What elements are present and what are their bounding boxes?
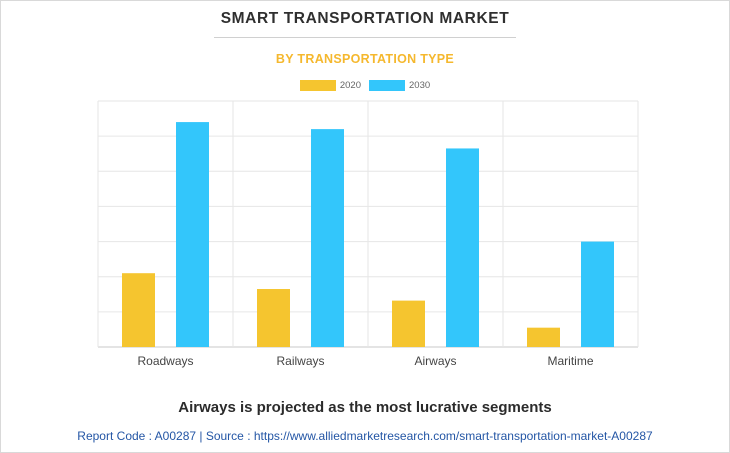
- legend-swatch-2020: [299, 80, 336, 91]
- bar-2030-railways: [311, 129, 344, 347]
- bar-2020-roadways: [122, 273, 155, 347]
- x-tick-label-railways: Railways: [276, 354, 324, 368]
- legend-item-2030[interactable]: 2030: [369, 80, 430, 91]
- bar-2020-airways: [392, 300, 425, 347]
- title-divider: [214, 37, 516, 38]
- bar-2030-maritime: [581, 241, 614, 347]
- legend-swatch-2030: [369, 80, 405, 91]
- x-tick-label-roadways: Roadways: [137, 354, 193, 368]
- bar-2030-airways: [446, 148, 479, 347]
- legend-label-2030: 2030: [409, 80, 431, 91]
- key-finding: Airways is projected as the most lucrati…: [178, 399, 552, 416]
- bar-2020-railways: [257, 289, 290, 347]
- x-tick-label-maritime: Maritime: [547, 354, 593, 368]
- bar-2020-maritime: [527, 327, 560, 347]
- chart-subtitle: BY TRANSPORTATION TYPE: [275, 52, 455, 66]
- x-tick-label-airways: Airways: [414, 354, 456, 368]
- legend: 2020 2030: [0, 80, 730, 91]
- legend-item-2020[interactable]: 2020: [299, 80, 361, 91]
- legend-label-2020: 2020: [339, 80, 361, 91]
- chart-title: SMART TRANSPORTATION MARKET: [220, 10, 510, 27]
- source-line[interactable]: Report Code : A00287 | Source : https://…: [77, 429, 653, 443]
- bar-2030-roadways: [176, 122, 209, 347]
